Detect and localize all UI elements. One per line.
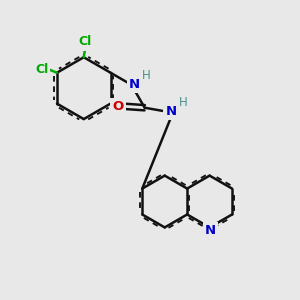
Text: Cl: Cl <box>79 35 92 48</box>
Text: O: O <box>112 100 124 113</box>
Text: N: N <box>129 78 140 91</box>
Text: Cl: Cl <box>35 63 48 76</box>
Text: N: N <box>165 105 176 118</box>
Text: H: H <box>142 69 151 82</box>
Text: N: N <box>205 224 216 238</box>
Text: H: H <box>179 97 188 110</box>
